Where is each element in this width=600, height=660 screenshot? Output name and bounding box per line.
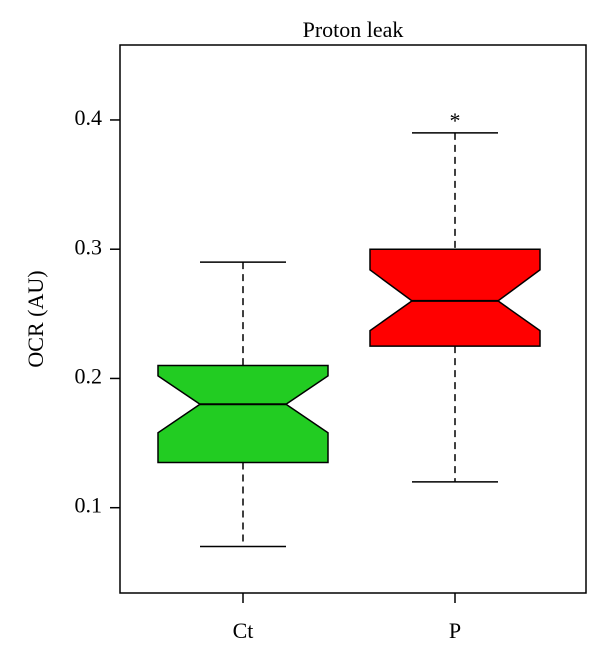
box [369,248,541,347]
x-tick-label: Ct [233,618,254,643]
y-tick-label: 0.1 [75,493,103,518]
y-tick-label: 0.4 [75,105,103,130]
annotation: * [450,108,461,133]
x-tick-label: P [449,618,461,643]
y-tick-label: 0.2 [75,363,103,388]
plot-frame [119,44,587,594]
chart-title: Proton leak [303,17,404,42]
box [157,364,329,464]
y-axis-label: OCR (AU) [23,270,48,367]
y-tick-label: 0.3 [75,234,103,259]
